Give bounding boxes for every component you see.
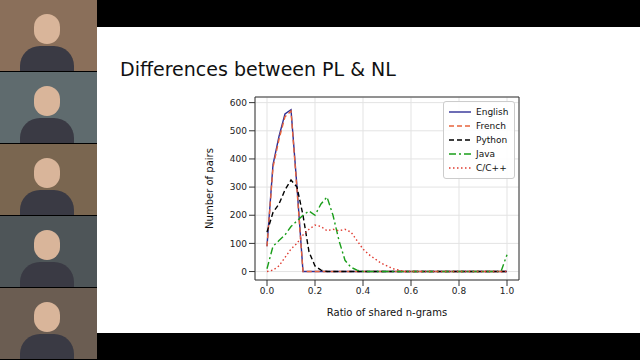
svg-text:300: 300 xyxy=(230,182,247,192)
svg-text:0.2: 0.2 xyxy=(308,286,322,296)
svg-text:0.6: 0.6 xyxy=(404,286,419,296)
svg-text:600: 600 xyxy=(230,98,247,108)
svg-text:200: 200 xyxy=(230,210,247,220)
html-text:Differences between PL & NL: Differences between PL & NL xyxy=(120,58,396,80)
html-text:Java: Java xyxy=(476,149,495,159)
svg-text:Number of pairs: Number of pairs xyxy=(204,148,215,229)
svg-text:0.0: 0.0 xyxy=(260,286,275,296)
svg-text:0.4: 0.4 xyxy=(356,286,371,296)
svg-text:0.8: 0.8 xyxy=(452,286,467,296)
html-text:French: French xyxy=(476,121,506,131)
html-text:Python: Python xyxy=(476,135,508,145)
html-text:English: English xyxy=(476,107,509,117)
svg-text:Ratio of shared n-grams: Ratio of shared n-grams xyxy=(327,307,447,318)
svg-text:500: 500 xyxy=(230,126,247,136)
svg-text:100: 100 xyxy=(230,239,247,249)
svg-text:400: 400 xyxy=(230,154,247,164)
svg-text:0: 0 xyxy=(241,267,247,277)
html-text:C/C++: C/C++ xyxy=(476,163,507,173)
svg-text:1.0: 1.0 xyxy=(500,286,515,296)
